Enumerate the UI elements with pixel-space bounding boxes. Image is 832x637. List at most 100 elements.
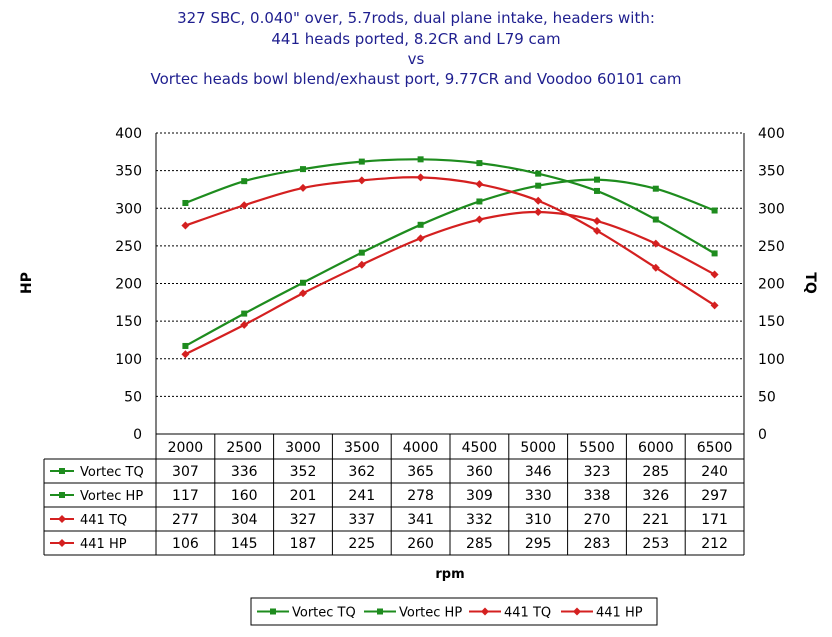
- table-cell: 341: [407, 512, 434, 528]
- x-tick-label: 5500: [579, 440, 615, 456]
- table-cell: 337: [348, 512, 375, 528]
- point-vortec-tq: [300, 166, 306, 173]
- y-tick-label-right: 0: [758, 427, 767, 443]
- legend-label: 441 TQ: [504, 606, 551, 621]
- table-cell: 365: [407, 464, 434, 480]
- table-cell: 117: [172, 488, 199, 504]
- y-tick-label-left: 150: [115, 314, 142, 330]
- point-441-hp: [181, 350, 190, 359]
- table-cell: 225: [348, 536, 375, 552]
- y-tick-label-right: 250: [758, 239, 785, 255]
- point-vortec-hp: [300, 279, 306, 286]
- y-tick-label-right: 350: [758, 164, 785, 180]
- table-cell: 362: [348, 464, 375, 480]
- table-row-key-marker: [58, 539, 66, 547]
- table-cell: 260: [407, 536, 434, 552]
- legend-key-marker: [481, 607, 489, 616]
- table-cell: 106: [172, 536, 199, 552]
- table-cell: 201: [290, 488, 317, 504]
- chart-title-line-3: vs: [407, 50, 425, 68]
- y-tick-label-left: 250: [115, 239, 142, 255]
- y-tick-label-right: 400: [758, 126, 785, 142]
- chart-title-line-4: Vortec heads bowl blend/exhaust port, 9.…: [150, 70, 682, 88]
- table-cell: 327: [290, 512, 317, 528]
- x-tick-label: 2000: [168, 440, 204, 456]
- point-vortec-hp: [241, 310, 248, 317]
- table-cell: 221: [642, 512, 669, 528]
- point-441-hp: [710, 270, 719, 279]
- chart-title-line-2: 441 heads ported, 8.2CR and L79 cam: [271, 30, 561, 48]
- point-441-tq: [416, 173, 425, 182]
- table-cell: 295: [525, 536, 552, 552]
- table-cell: 304: [231, 512, 258, 528]
- point-441-tq: [534, 196, 543, 205]
- point-441-hp: [299, 289, 307, 298]
- x-tick-label: 2500: [226, 440, 262, 456]
- point-441-hp: [475, 215, 484, 224]
- point-vortec-tq: [535, 170, 542, 177]
- table-row-label: 441 TQ: [80, 513, 127, 528]
- point-441-tq: [240, 201, 249, 210]
- point-vortec-hp: [182, 342, 189, 349]
- legend: Vortec TQ Vortec HP 441 TQ 441 HP: [250, 597, 658, 626]
- point-441-tq: [475, 180, 484, 189]
- point-441-tq: [181, 221, 190, 230]
- table-cell: 171: [701, 512, 728, 528]
- x-tick-label: 3500: [344, 440, 380, 456]
- data-table: 2000 2500 3000 3500 4000 4500 5000 5500 6000 6500…: [43, 434, 745, 556]
- y-tick-label-left: 0: [133, 427, 142, 443]
- table-cell: 310: [525, 512, 552, 528]
- table-cell: 330: [525, 488, 552, 504]
- point-441-hp: [240, 320, 249, 329]
- table-cell: 346: [525, 464, 552, 480]
- y-tick-label-right: 300: [758, 201, 785, 217]
- legend-label: Vortec TQ: [292, 606, 356, 621]
- table-cell: 285: [642, 464, 669, 480]
- point-vortec-tq: [594, 187, 600, 194]
- point-441-tq: [651, 263, 660, 272]
- table-cell: 323: [584, 464, 611, 480]
- legend-label: 441 HP: [596, 606, 643, 621]
- table-cell: 160: [231, 488, 258, 504]
- x-tick-label: 5000: [520, 440, 556, 456]
- legend-key-marker: [270, 608, 276, 615]
- point-441-hp: [651, 239, 660, 248]
- point-vortec-hp: [652, 185, 659, 192]
- table-cell: 309: [466, 488, 493, 504]
- x-axis-title: rpm: [435, 567, 464, 582]
- table-row-key-marker: [58, 515, 66, 523]
- axes: 0 0 50 50 100 100 150 150 200 200 250 250 300 300 350 3…: [19, 126, 818, 582]
- y-axis-title-right: TQ: [802, 272, 818, 294]
- point-vortec-hp: [476, 198, 483, 205]
- table-cell: 187: [290, 536, 317, 552]
- table-row-label: 441 HP: [80, 537, 127, 552]
- point-vortec-tq: [241, 178, 248, 185]
- table-cell: 336: [231, 464, 258, 480]
- table-cell: 270: [584, 512, 611, 528]
- legend-key-marker: [377, 608, 383, 615]
- point-vortec-tq: [358, 158, 365, 165]
- series-line-441-tq: [185, 176, 716, 307]
- table-row-key-marker: [59, 492, 65, 498]
- series-line-vortec-hp: [184, 178, 715, 347]
- table-cell: 297: [701, 488, 728, 504]
- table-cell: 145: [231, 536, 258, 552]
- point-441-hp: [593, 217, 601, 226]
- y-tick-label-left: 200: [115, 277, 142, 293]
- y-tick-label-left: 300: [115, 201, 142, 217]
- x-tick-label: 4000: [403, 440, 439, 456]
- legend-label: Vortec HP: [399, 606, 462, 621]
- table-cell: 278: [407, 488, 434, 504]
- table-cell: 332: [466, 512, 493, 528]
- gridlines: [156, 132, 744, 397]
- y-tick-label-right: 100: [758, 352, 785, 368]
- point-vortec-hp: [417, 221, 424, 228]
- chart-title-line-1: 327 SBC, 0.040" over, 5.7rods, dual plan…: [177, 9, 655, 27]
- table-cell: 240: [701, 464, 728, 480]
- point-vortec-hp: [358, 249, 365, 256]
- x-tick-label: 6000: [638, 440, 674, 456]
- point-vortec-tq: [182, 199, 189, 206]
- table-cell: 283: [584, 536, 611, 552]
- y-tick-label-left: 400: [115, 126, 142, 142]
